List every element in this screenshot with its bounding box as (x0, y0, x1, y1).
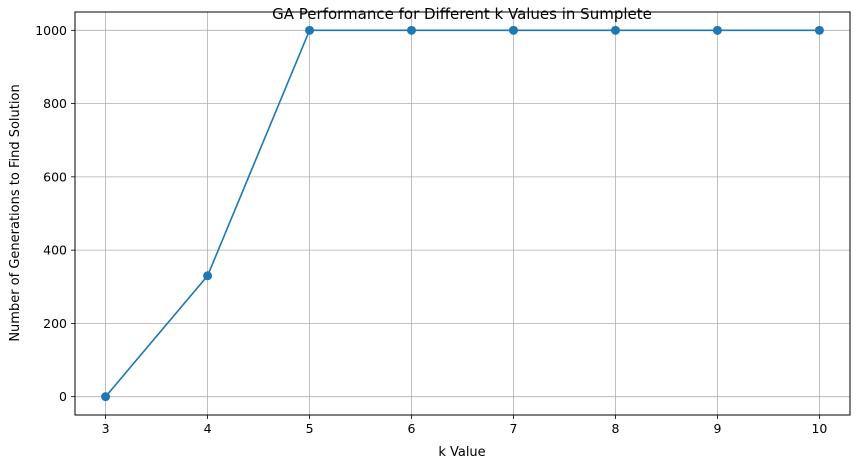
y-tick-label: 800 (43, 96, 67, 111)
x-tick-label: 5 (306, 421, 314, 436)
x-tick-label: 7 (510, 421, 518, 436)
x-axis-label: k Value (438, 445, 485, 460)
data-point-marker (203, 271, 213, 281)
data-point-marker (305, 25, 315, 35)
data-point-marker (508, 25, 518, 35)
y-tick-label: 200 (43, 316, 67, 331)
x-tick-label: 9 (713, 421, 721, 436)
data-point-marker (101, 392, 111, 402)
y-axis-label: Number of Generations to Find Solution (8, 84, 23, 341)
x-tick-label: 6 (408, 421, 416, 436)
y-tick-label: 1000 (35, 23, 67, 38)
y-tick-label: 0 (59, 389, 67, 404)
data-point-marker (407, 25, 417, 35)
y-tick-label: 600 (43, 169, 67, 184)
x-tick-label: 3 (102, 421, 110, 436)
chart-title: GA Performance for Different k Values in… (272, 5, 652, 23)
grid-lines (75, 12, 850, 415)
x-ticks: 3 4 5 6 7 8 9 10 (102, 415, 827, 436)
x-tick-label: 8 (611, 421, 619, 436)
y-tick-label: 400 (43, 243, 67, 258)
data-point-marker (610, 25, 620, 35)
x-tick-label: 4 (204, 421, 212, 436)
series-line (104, 29, 820, 398)
line-series (101, 25, 824, 402)
y-ticks: 0 200 400 600 800 1000 (35, 23, 75, 404)
data-point-marker (712, 25, 722, 35)
x-tick-label: 10 (811, 421, 827, 436)
plot-frame (74, 11, 851, 416)
data-point-marker (814, 25, 824, 35)
